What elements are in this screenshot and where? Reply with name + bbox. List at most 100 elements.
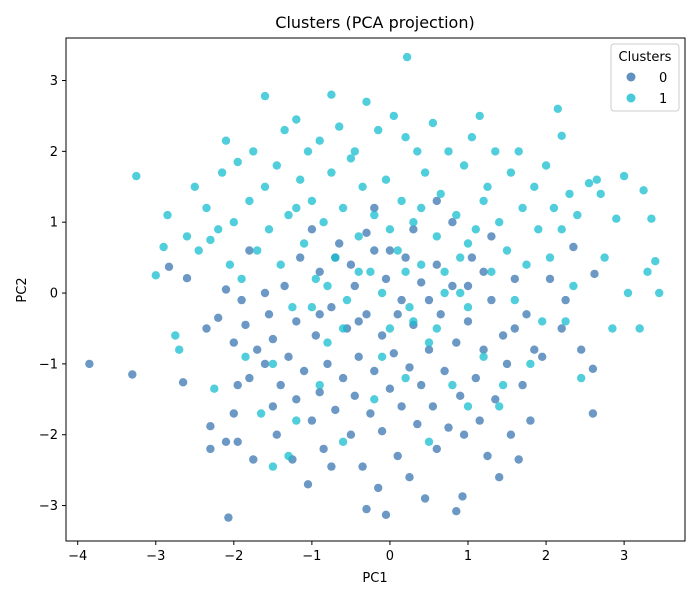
point-cluster-1 (592, 175, 601, 184)
point-cluster-1 (311, 274, 320, 284)
point-cluster-0 (502, 359, 512, 369)
point-cluster-1 (362, 97, 371, 107)
point-cluster-0 (202, 324, 211, 333)
point-cluster-1 (327, 168, 336, 177)
point-cluster-0 (495, 473, 504, 482)
point-cluster-1 (237, 274, 246, 284)
point-cluster-1 (409, 317, 418, 326)
point-cluster-0 (315, 310, 324, 319)
point-cluster-0 (401, 253, 410, 262)
point-cluster-1 (233, 157, 242, 167)
point-cluster-1 (374, 125, 383, 135)
point-cluster-0 (362, 228, 371, 237)
point-cluster-1 (510, 295, 519, 305)
point-cluster-1 (350, 147, 359, 156)
point-cluster-0 (307, 416, 317, 425)
point-cluster-1 (557, 131, 566, 140)
point-cluster-0 (366, 409, 375, 418)
point-cluster-1 (549, 203, 559, 213)
legend-label-1: 1 (659, 92, 667, 107)
point-cluster-0 (417, 278, 426, 287)
point-cluster-1 (249, 147, 258, 156)
point-cluster-0 (393, 310, 402, 319)
point-cluster-0 (577, 345, 586, 354)
point-cluster-0 (498, 331, 508, 340)
point-cluster-1 (643, 267, 652, 276)
point-cluster-1 (655, 288, 664, 298)
point-cluster-1 (132, 171, 141, 181)
point-cluster-0 (362, 504, 371, 514)
point-cluster-1 (561, 317, 570, 326)
point-cluster-1 (163, 210, 172, 220)
point-cluster-1 (463, 239, 473, 248)
point-cluster-1 (635, 324, 644, 333)
point-cluster-1 (385, 225, 395, 234)
point-cluster-1 (338, 203, 348, 213)
point-cluster-0 (284, 352, 293, 361)
point-cluster-0 (327, 303, 336, 312)
point-cluster-0 (178, 378, 188, 387)
point-cluster-0 (409, 225, 418, 234)
point-cluster-1 (299, 239, 309, 248)
point-cluster-1 (401, 267, 410, 276)
point-cluster-1 (151, 271, 160, 280)
point-cluster-1 (241, 352, 250, 361)
point-cluster-1 (358, 182, 367, 191)
point-cluster-0 (362, 310, 371, 319)
point-cluster-0 (315, 388, 324, 397)
point-cluster-1 (338, 324, 348, 333)
x-tick-label: −2 (224, 549, 243, 564)
point-cluster-1 (338, 437, 348, 446)
y-tick-label: −1 (39, 357, 58, 372)
point-cluster-0 (182, 274, 192, 283)
point-cluster-1 (159, 242, 168, 252)
point-cluster-0 (245, 246, 254, 255)
point-cluster-1 (623, 288, 633, 298)
point-cluster-0 (424, 345, 434, 354)
point-cluster-0 (389, 349, 398, 358)
legend-marker-1 (626, 93, 636, 103)
point-cluster-1 (315, 136, 324, 145)
point-cluster-1 (221, 136, 231, 145)
point-cluster-1 (202, 203, 211, 213)
point-cluster-0 (452, 507, 461, 516)
point-cluster-1 (260, 182, 270, 191)
point-cluster-1 (448, 380, 457, 390)
point-cluster-0 (346, 260, 356, 269)
point-cluster-1 (491, 147, 500, 156)
point-cluster-0 (296, 253, 305, 262)
x-tick-label: 2 (542, 549, 550, 564)
point-cluster-0 (417, 380, 426, 390)
point-cluster-1 (175, 345, 184, 354)
point-cluster-0 (385, 384, 395, 393)
point-cluster-0 (452, 338, 461, 347)
point-cluster-1 (346, 154, 356, 163)
point-cluster-1 (225, 260, 235, 269)
point-cluster-0 (260, 359, 270, 369)
point-cluster-0 (491, 395, 500, 404)
point-cluster-0 (428, 402, 438, 411)
point-cluster-0 (338, 373, 348, 383)
point-cluster-0 (569, 242, 578, 252)
point-cluster-1 (479, 196, 488, 206)
point-cluster-0 (354, 317, 363, 326)
point-cluster-1 (502, 246, 512, 255)
point-cluster-1 (214, 225, 223, 234)
point-cluster-0 (385, 246, 395, 255)
point-cluster-1 (553, 104, 562, 114)
point-cluster-0 (327, 462, 336, 471)
point-cluster-0 (487, 295, 496, 305)
point-cluster-1 (565, 189, 574, 199)
point-cluster-0 (164, 262, 174, 271)
point-cluster-0 (370, 203, 379, 213)
y-tick-label: 2 (50, 145, 58, 160)
point-cluster-1 (182, 232, 192, 241)
point-cluster-1 (463, 402, 473, 411)
point-cluster-0 (397, 402, 406, 411)
point-cluster-0 (514, 455, 523, 464)
point-cluster-1 (483, 182, 492, 191)
point-cluster-0 (315, 267, 324, 276)
point-cluster-0 (506, 430, 516, 439)
point-cluster-1 (342, 295, 352, 305)
point-cluster-1 (393, 246, 402, 255)
